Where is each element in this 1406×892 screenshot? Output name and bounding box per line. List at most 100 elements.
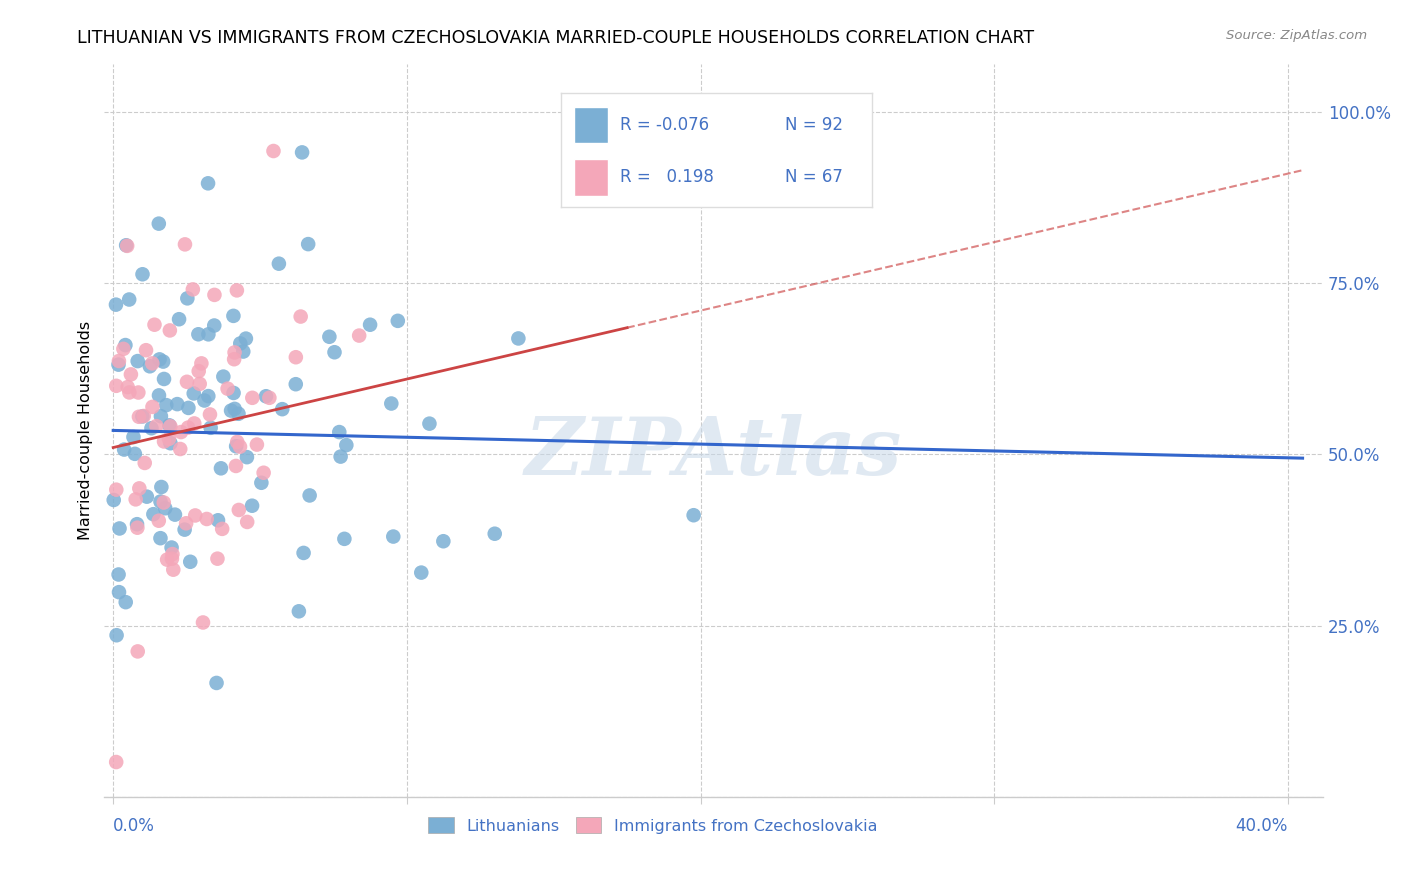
Point (432, 534, 454, 549)
Point (267, 257, 290, 271)
Point (228, 407, 250, 421)
Point (254, 389, 277, 403)
Point (191, 615, 214, 630)
Point (157, 418, 180, 433)
Point (127, 644, 149, 658)
Point (107, 567, 129, 582)
Point (225, 458, 247, 473)
Point (290, 310, 312, 324)
Point (298, 488, 321, 502)
Point (236, 515, 259, 529)
Point (118, 293, 141, 307)
Point (103, 493, 125, 508)
Point (156, 552, 179, 566)
Point (139, 359, 162, 374)
Point (224, 345, 246, 359)
Point (145, 419, 167, 434)
Point (148, 352, 170, 367)
Point (484, 526, 506, 541)
Point (149, 409, 172, 424)
Point (193, 393, 215, 408)
Point (418, 417, 440, 431)
Point (207, 513, 229, 527)
Text: Source: ZipAtlas.com: Source: ZipAtlas.com (1226, 29, 1367, 42)
Point (112, 342, 135, 356)
Point (160, 541, 183, 555)
Point (150, 480, 173, 494)
Point (209, 461, 232, 475)
Point (204, 288, 226, 302)
Point (157, 432, 180, 446)
Point (200, 421, 222, 435)
Text: ZIPAtlas: ZIPAtlas (524, 414, 903, 491)
Point (347, 328, 370, 343)
Point (120, 368, 142, 382)
Point (174, 516, 197, 531)
Point (114, 338, 136, 352)
Point (122, 430, 145, 444)
Point (181, 282, 204, 296)
Point (297, 237, 319, 252)
Point (153, 434, 176, 449)
Point (226, 434, 249, 449)
Point (105, 628, 128, 642)
Point (335, 438, 357, 452)
Point (131, 409, 153, 424)
Point (207, 551, 229, 566)
Point (143, 318, 166, 332)
Point (225, 284, 247, 298)
Point (105, 483, 128, 497)
Point (291, 145, 314, 160)
Point (217, 382, 239, 396)
Point (288, 604, 311, 618)
Point (682, 508, 704, 523)
Point (271, 402, 294, 417)
Point (259, 391, 281, 405)
Point (184, 508, 207, 523)
Text: 0.0%: 0.0% (114, 817, 155, 835)
Point (112, 442, 135, 457)
Point (124, 447, 146, 461)
Point (222, 309, 245, 323)
Point (163, 508, 186, 522)
Point (174, 237, 197, 252)
Text: LITHUANIAN VS IMMIGRANTS FROM CZECHOSLOVAKIA MARRIED-COUPLE HOUSEHOLDS CORRELATI: LITHUANIAN VS IMMIGRANTS FROM CZECHOSLOV… (77, 29, 1035, 46)
Point (148, 217, 170, 231)
Point (240, 391, 263, 405)
Point (197, 389, 219, 403)
Point (141, 421, 163, 435)
Point (159, 323, 181, 337)
Point (162, 547, 184, 561)
Point (176, 375, 198, 389)
Point (380, 396, 402, 410)
Point (328, 425, 350, 439)
Point (508, 331, 530, 345)
Point (211, 522, 233, 536)
Point (108, 585, 131, 599)
Point (183, 417, 205, 431)
Point (253, 466, 276, 480)
Point (141, 400, 163, 414)
Point (177, 401, 200, 415)
Point (169, 442, 191, 456)
Point (250, 475, 273, 490)
Point (229, 336, 252, 351)
Point (224, 401, 246, 416)
Point (411, 566, 433, 580)
Point (148, 514, 170, 528)
Point (115, 238, 138, 252)
Point (382, 530, 405, 544)
Point (212, 369, 235, 384)
Point (183, 386, 205, 401)
Point (188, 376, 211, 391)
Point (131, 267, 153, 281)
Point (197, 177, 219, 191)
Y-axis label: Married-couple Households: Married-couple Households (79, 321, 93, 540)
Point (219, 403, 242, 417)
Point (225, 439, 247, 453)
Point (128, 409, 150, 424)
Text: 40.0%: 40.0% (1236, 817, 1288, 835)
Point (159, 436, 181, 450)
Point (124, 492, 146, 507)
Point (127, 385, 149, 400)
